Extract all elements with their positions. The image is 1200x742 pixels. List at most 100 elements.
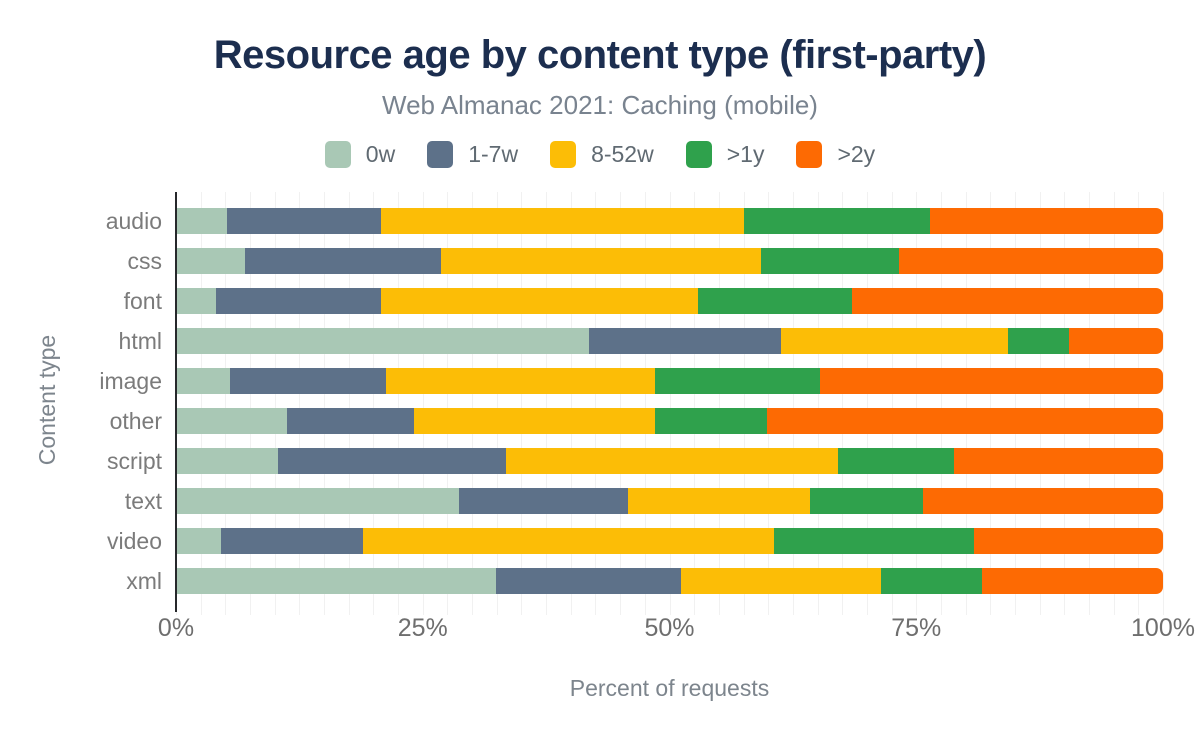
x-tick-label: 75% [891,614,942,642]
bar-segment-8-52w [628,488,810,514]
gridline [644,192,646,615]
bar-row [176,368,1163,394]
gridline [990,192,992,615]
gridline [817,192,819,615]
gridline [373,192,375,615]
bar-segment-1-7w [227,208,382,234]
bar-segment->1y [654,368,821,394]
bar-segment-8-52w [781,328,1009,354]
gridline [447,192,449,615]
gridline [299,192,301,615]
bar-segment-8-52w [381,208,744,234]
bar-segment->1y [880,568,983,594]
gridline [546,192,548,615]
category-label: html [118,328,162,354]
bar-segment->2y [820,368,1163,394]
gridline [274,192,276,615]
gridline [570,192,572,615]
bar-row [176,448,1163,474]
gridline [694,192,696,615]
category-label: audio [105,208,162,234]
bar-segment-8-52w [413,408,655,434]
chart-title: Resource age by content type (first-part… [213,33,987,77]
bar-segment-8-52w [381,288,699,314]
bar-segment-1-7w [459,488,629,514]
gridline [398,192,400,615]
bar-segment-0w [176,528,222,554]
bar-segment-8-52w [505,448,839,474]
bar-segment-1-7w [245,248,442,274]
gridline [1138,192,1140,615]
gridline [669,192,671,615]
bar-segment->2y [852,288,1163,314]
legend-item: 1-7w [427,141,518,168]
gridline [348,192,350,615]
bar-row [176,288,1163,314]
gridline [250,192,252,615]
bar-row [176,208,1163,234]
category-label: text [124,488,162,514]
bar-segment-0w [176,368,231,394]
category-label: css [127,248,163,274]
bar-row [176,568,1163,594]
bar-segment->1y [1008,328,1070,354]
gridline [200,192,202,615]
gridline [472,192,474,615]
bar-segment-1-7w [221,528,363,554]
bar-segment->2y [767,408,1163,434]
legend-item-label: 1-7w [468,141,519,167]
gridline [1039,192,1041,615]
bar-segment-1-7w [277,448,506,474]
bar-segment->2y [953,448,1163,474]
bar-row [176,328,1163,354]
legend-item-label: 8-52w [591,141,654,167]
bar-segment->2y [899,248,1163,274]
bar-segment-1-7w [230,368,387,394]
bar-segment-1-7w [286,408,414,434]
x-tick-label: 50% [644,614,695,642]
bar-segment-0w [176,208,228,234]
bar-segment->2y [930,208,1163,234]
bar-row [176,528,1163,554]
bar-segment->2y [1069,328,1163,354]
gridline [496,192,498,615]
x-tick-label: 25% [397,614,448,642]
legend-item: >2y [796,141,875,168]
legend-swatch-icon [796,141,823,168]
gridline [595,192,597,615]
bar-row [176,248,1163,274]
legend-swatch-icon [324,141,351,168]
gridline [1064,192,1066,615]
bar-segment-8-52w [441,248,762,274]
legend-item-label: 0w [365,141,396,167]
bar-segment->2y [974,528,1163,554]
legend-item-label: >1y [726,141,765,167]
category-label: video [107,528,162,554]
bar-segment-0w [176,248,246,274]
bar-segment-8-52w [681,568,881,594]
bar-segment-8-52w [386,368,655,394]
legend-item: 8-52w [550,141,654,168]
category-label: font [123,288,162,314]
category-label: xml [126,568,162,594]
bar-segment-0w [176,408,287,434]
bar-segment-1-7w [588,328,782,354]
gridline [1088,192,1090,615]
gridline [225,192,227,615]
gridline [521,192,523,615]
bar-segment-0w [176,448,278,474]
gridline [916,192,918,615]
bar-segment-1-7w [495,568,682,594]
gridline [842,192,844,615]
bar-segment->1y [654,408,768,434]
bar-segment-8-52w [362,528,775,554]
gridline [866,192,868,615]
bar-segment->1y [698,288,853,314]
bar-segment-0w [176,568,496,594]
gridline [1014,192,1016,615]
bar-row [176,488,1163,514]
bar-segment-0w [176,288,217,314]
gridline [1113,192,1115,615]
gridline [718,192,720,615]
